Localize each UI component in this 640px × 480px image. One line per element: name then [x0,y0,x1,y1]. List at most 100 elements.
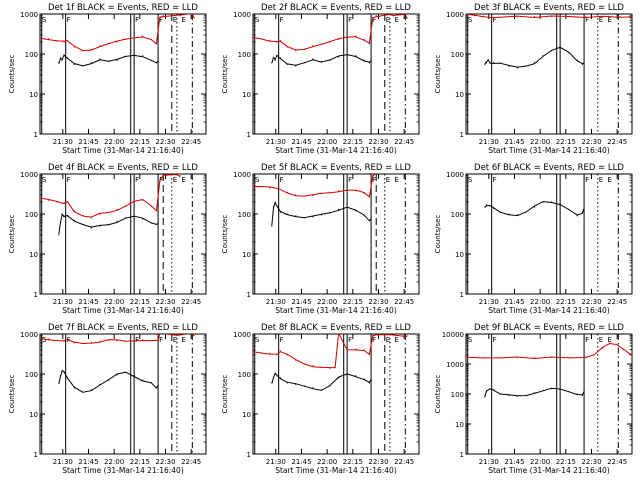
data-point-lld [99,45,101,47]
data-point-events [82,65,84,67]
y-tick-label: 100 [238,211,251,219]
data-point-lld [56,39,58,41]
data-point-lld [355,348,357,350]
data-point-lld [491,16,493,18]
data-point-lld [116,41,118,43]
data-point-lld [329,41,331,43]
data-point-events [516,395,518,397]
x-tick-label: 21:30 [479,458,499,466]
series-line-events [484,387,585,397]
x-tick-label: 21:30 [266,138,286,146]
data-point-events [271,62,273,64]
x-tick-label: 22:00 [104,138,124,146]
data-point-lld [303,48,305,51]
series-line-events [58,213,159,235]
data-point-lld [551,15,553,17]
marker-annotation: E [181,16,185,24]
series-line-lld [253,174,377,198]
data-point-lld [82,50,84,52]
data-point-lld [338,38,340,41]
data-point-lld [191,334,193,335]
data-point-lld [193,335,195,337]
y-tick-label: 10 [455,251,464,259]
data-point-events [66,57,68,59]
data-point-events [533,206,536,208]
data-point-events [363,378,365,380]
data-point-events [370,379,372,381]
data-point-lld [82,342,84,345]
x-tick-label: 22:45 [181,138,201,146]
data-point-events [499,211,501,213]
data-point-events [58,382,60,384]
data-point-lld [63,202,65,204]
data-point-events [583,391,585,393]
data-point-lld [155,210,157,212]
series-line-lld [253,14,408,51]
data-point-events [581,63,584,65]
marker-annotation: E [394,176,398,184]
data-point-events [368,382,370,384]
data-point-events [125,56,127,58]
series-line-events [271,201,372,226]
data-point-lld [629,353,631,355]
plot-frame [39,13,207,135]
data-point-events [63,55,65,57]
y-tick-label: 100 [451,211,464,219]
marker-annotation: E [173,16,177,24]
x-tick-label: 22:15 [343,458,363,466]
series-line-lld [40,174,181,218]
marker-annotation: E [173,176,177,184]
x-tick-label: 22:00 [530,458,550,466]
y-tick-label: 1 [247,451,251,459]
series-line-events [58,369,159,393]
series-line-events [484,201,585,217]
data-point-events [59,57,62,59]
marker-annotation: F [493,336,497,344]
data-point-lld [90,48,92,51]
y-tick-label: 1 [247,291,251,299]
chart-panel-9: Det 9f BLACK = Events, RED = LLD 1 10 100 10… [434,323,633,475]
data-point-lld [191,14,193,15]
data-point-lld [375,174,377,175]
y-tick-label: 1 [460,451,464,459]
marker-annotation: F [372,336,376,344]
x-tick-label: 21:45 [291,138,311,146]
data-point-events [363,59,365,61]
y-tick-label: 1000 [20,331,38,339]
data-point-events [58,62,60,64]
data-point-events [508,65,510,67]
y-tick-label: 1000 [446,171,464,179]
series-line-lld [40,334,195,345]
marker-annotation: E [599,16,603,24]
data-point-events [485,391,488,393]
data-point-events [157,60,159,63]
data-point-events [576,59,578,61]
data-point-lld [142,199,144,201]
data-point-lld [346,189,348,191]
y-tick-label: 10 [455,421,464,429]
data-point-events [576,215,578,217]
x-tick-label: 22:30 [368,298,388,306]
data-point-events [58,234,60,236]
data-point-events [551,50,553,52]
data-point-lld [329,191,331,193]
data-point-events [485,62,488,64]
data-point-events [150,382,152,384]
data-point-lld [406,335,408,337]
data-point-events [142,218,144,220]
data-point-lld [66,39,68,41]
marker-annotation: E [607,176,611,184]
data-point-events [286,213,288,215]
data-point-lld [622,349,625,351]
y-tick-label: 100 [25,51,38,59]
data-point-lld [150,38,152,41]
y-tick-label: 1000 [233,11,251,19]
data-point-lld [631,16,632,18]
data-point-lld [253,37,254,39]
data-point-lld [179,15,181,17]
data-point-lld [176,14,178,16]
y-tick-label: 100 [451,51,464,59]
data-point-events [107,60,110,63]
data-point-lld [286,354,288,356]
data-point-lld [295,50,297,52]
